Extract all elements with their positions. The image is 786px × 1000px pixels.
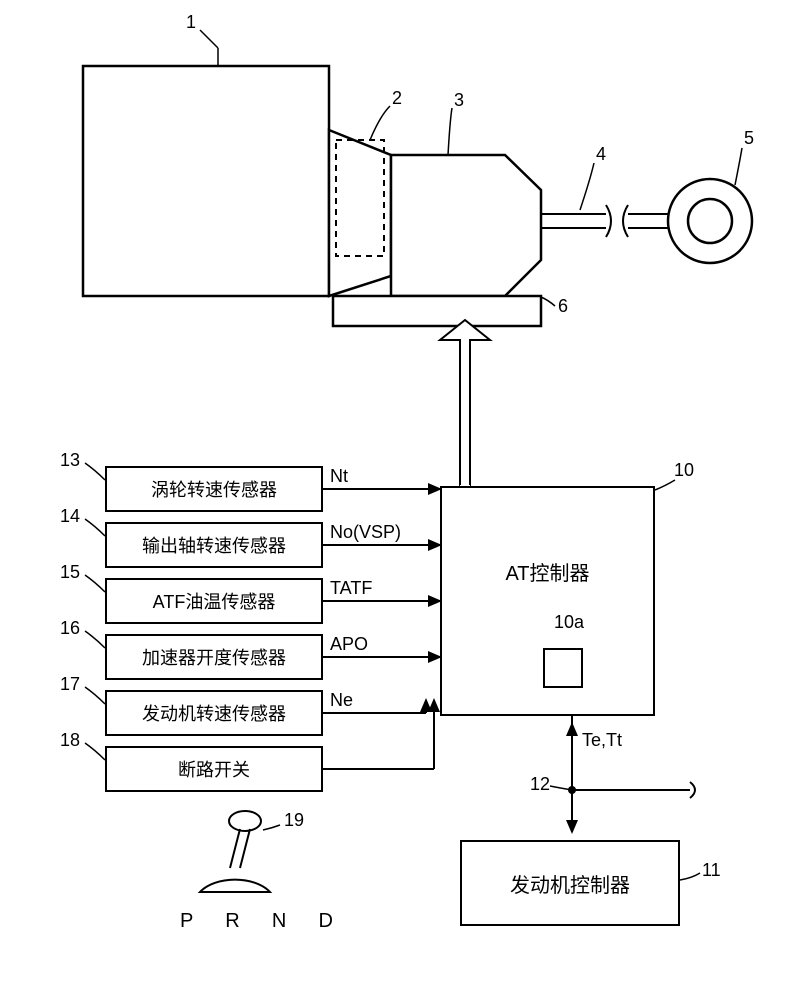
sensor-16-label: 加速器开度传感器: [142, 644, 286, 670]
sensor-13: 涡轮转速传感器: [105, 466, 323, 512]
sig-tatf: TATF: [330, 578, 372, 599]
num-3: 3: [454, 90, 464, 111]
sig-apo: APO: [330, 634, 368, 655]
prnd-label: P R N D: [180, 910, 335, 933]
num-1: 1: [186, 12, 196, 33]
sensor-15-label: ATF油温传感器: [153, 588, 276, 614]
num-13: 13: [60, 450, 80, 471]
num-10a: 10a: [554, 612, 584, 633]
ecu-label: 发动机控制器: [510, 869, 630, 898]
num-5: 5: [744, 128, 754, 149]
num-11: 11: [702, 860, 721, 881]
ecu-box: 发动机控制器: [460, 840, 680, 926]
num-18: 18: [60, 730, 80, 751]
at-controller-label: AT控制器: [505, 557, 589, 586]
sensor-13-label: 涡轮转速传感器: [151, 476, 277, 502]
num-2: 2: [392, 88, 402, 109]
num-12: 12: [530, 774, 550, 795]
sig-tett: Te,Tt: [582, 730, 622, 751]
num-14: 14: [60, 506, 80, 527]
sensor-18: 断路开关: [105, 746, 323, 792]
num-10: 10: [674, 460, 694, 481]
num-17: 17: [60, 674, 80, 695]
sig-nt: Nt: [330, 466, 348, 487]
sig-no: No(VSP): [330, 522, 401, 543]
sensor-17: 发动机转速传感器: [105, 690, 323, 736]
sensor-17-label: 发动机转速传感器: [142, 700, 286, 726]
sensor-16: 加速器开度传感器: [105, 634, 323, 680]
num-16: 16: [60, 618, 80, 639]
num-4: 4: [596, 144, 606, 165]
sensor-15: ATF油温传感器: [105, 578, 323, 624]
num-15: 15: [60, 562, 80, 583]
sensor-18-label: 断路开关: [178, 756, 250, 782]
sig-ne: Ne: [330, 690, 353, 711]
sensor-14: 输出轴转速传感器: [105, 522, 323, 568]
num-6: 6: [558, 296, 568, 317]
sensor-14-label: 输出轴转速传感器: [142, 532, 286, 558]
sub-box-10a: [543, 648, 583, 688]
num-19: 19: [284, 810, 304, 831]
